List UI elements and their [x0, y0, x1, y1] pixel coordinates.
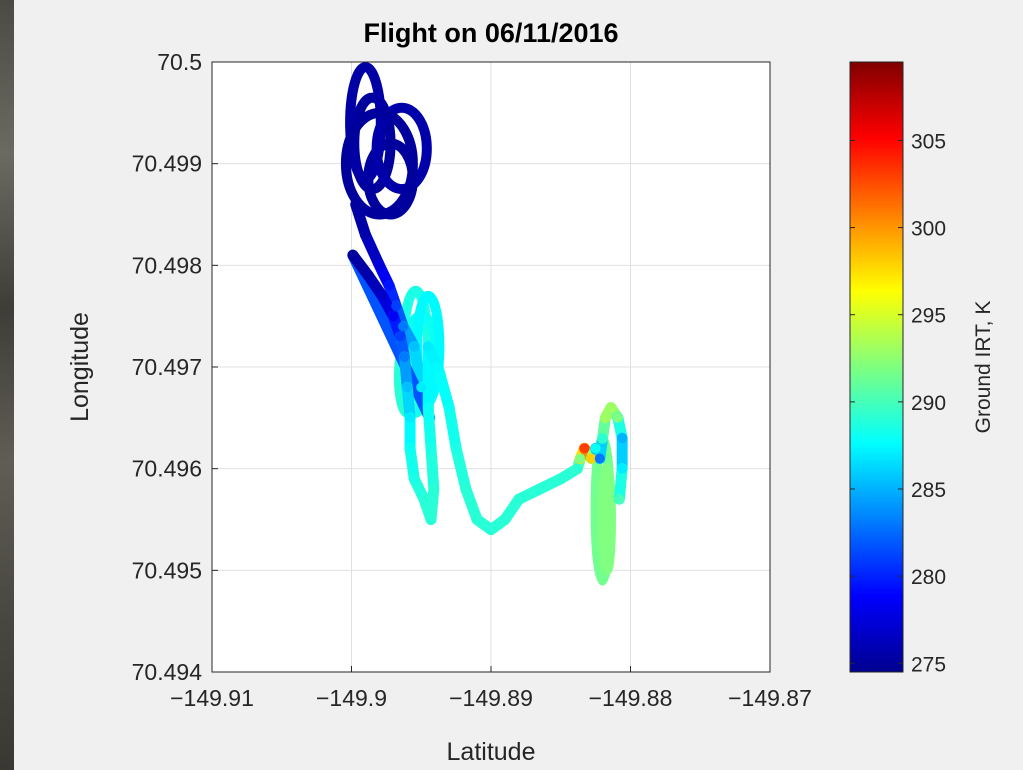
flight-track-point: [451, 443, 462, 454]
flight-track-point: [402, 382, 413, 393]
colorbar: [849, 61, 904, 673]
flight-track-point: [405, 412, 416, 423]
flight-track-point: [460, 484, 471, 494]
flight-track-point: [600, 412, 611, 423]
flight-track-point: [428, 484, 439, 494]
colorbar-tick-label: 290: [911, 392, 946, 415]
data-marks: [340, 62, 628, 586]
x-tick-label: −149.88: [589, 685, 673, 711]
flight-track-segment: [425, 442, 440, 495]
flight-track-point: [426, 514, 437, 525]
colorbar-tick-label: 280: [911, 566, 946, 589]
flight-track-point: [377, 290, 388, 301]
flight-track-point: [424, 412, 435, 423]
flight-track-point: [391, 301, 402, 311]
chart-title: Flight on 06/11/2016: [363, 18, 619, 48]
flight-track-point: [395, 331, 406, 342]
y-axis-ticks: 70.494 70.495 70.496 70.497 70.498 70.499 70.5: [132, 49, 218, 685]
flight-track-point: [419, 494, 430, 505]
flight-loop-NW-loops-wide: [340, 107, 418, 220]
flight-track-point: [513, 494, 524, 505]
flight-track-point: [590, 443, 601, 454]
flight-track-point: [426, 443, 437, 454]
flight-track-point: [416, 382, 427, 393]
flight-track-point: [555, 473, 566, 484]
colorbar-label: Ground IRT, K: [972, 301, 995, 434]
y-tick-label: 70.494: [132, 659, 203, 685]
colorbar-tick-label: 275: [911, 653, 946, 676]
flight-track-point: [360, 229, 371, 240]
flight-track-segment: [450, 442, 472, 495]
flight-track-point: [347, 250, 358, 261]
x-axis-ticks: −149.91 −149.9 −149.89 −149.88 −149.87: [170, 666, 812, 711]
flight-track-point: [405, 443, 416, 454]
flight-loop-SE-loop-inner: [597, 463, 616, 576]
y-axis-label: Longitude: [66, 312, 94, 422]
flight-track-point: [423, 341, 434, 352]
x-tick-label: −149.91: [170, 685, 254, 711]
flight-track-point: [534, 484, 545, 494]
colorbar-tick-label: 300: [911, 218, 946, 241]
y-tick-label: 70.497: [132, 354, 202, 380]
flight-track-segment: [359, 229, 385, 271]
flight-track-point: [586, 453, 597, 464]
y-tick-label: 70.496: [132, 456, 202, 482]
flight-track-point: [432, 362, 443, 372]
flight-track-segment: [613, 463, 628, 505]
x-axis-label: Latitude: [447, 738, 536, 766]
flight-track-point: [444, 402, 455, 413]
flight-track-point: [572, 463, 583, 474]
flight-track-point: [472, 514, 483, 525]
flight-track-point: [597, 433, 608, 444]
flight-track-point: [423, 402, 434, 413]
background-image-edge: [0, 0, 14, 770]
flight-track-point: [486, 524, 496, 535]
flight-track-segment: [432, 361, 455, 414]
flight-track-point: [398, 321, 409, 332]
flight-track-point: [614, 494, 625, 505]
flight-track-point: [575, 453, 586, 464]
flight-track-point: [384, 280, 395, 291]
flight-track-point: [363, 270, 374, 281]
flight-track-point: [499, 514, 510, 525]
flight-track-segment: [347, 249, 436, 424]
y-tick-label: 70.499: [132, 151, 202, 177]
x-tick-label: −149.89: [449, 685, 533, 711]
flight-track-point: [617, 433, 628, 444]
flight-track-point: [579, 443, 590, 454]
x-tick-label: −149.87: [728, 685, 812, 711]
colorbar-ticks: 275 280 285 290 295 300 305: [850, 130, 946, 676]
flight-track-point: [612, 412, 623, 423]
flight-track-point: [594, 453, 605, 464]
flight-track-point: [617, 463, 628, 474]
colorbar-tick-label: 295: [911, 305, 946, 328]
y-tick-label: 70.495: [132, 557, 202, 583]
flight-track-point: [409, 473, 420, 484]
flight-track-point: [409, 341, 420, 352]
flight-track-point: [350, 199, 361, 210]
flight-track-point: [374, 260, 385, 271]
x-tick-label: −149.9: [316, 685, 387, 711]
flight-loop-NW-loops-right: [371, 102, 432, 195]
flight-track-point: [388, 311, 399, 322]
colorbar-tick-label: 305: [911, 130, 946, 153]
y-tick-label: 70.498: [132, 252, 202, 278]
y-tick-label: 70.5: [157, 49, 202, 75]
flight-track-segment: [443, 402, 462, 454]
colorbar-tick-label: 285: [911, 479, 946, 502]
flight-track-point: [605, 402, 616, 413]
flight-track-point: [399, 351, 410, 362]
flight-track-segment: [408, 341, 427, 393]
